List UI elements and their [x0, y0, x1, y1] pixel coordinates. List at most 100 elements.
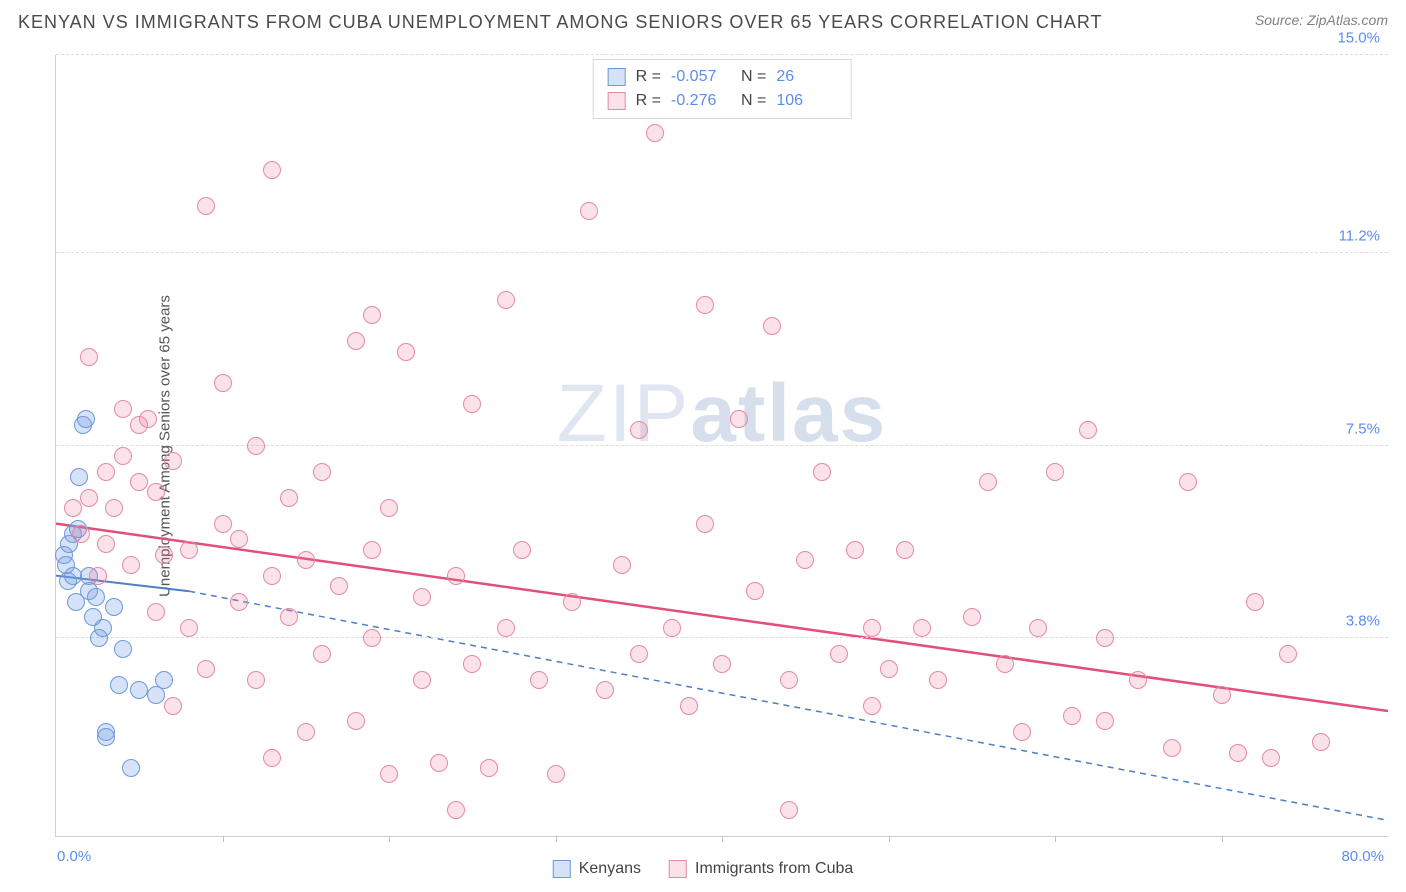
data-point — [813, 463, 831, 481]
data-point — [263, 161, 281, 179]
data-point — [397, 343, 415, 361]
data-point — [80, 348, 98, 366]
data-point — [363, 541, 381, 559]
data-point — [1013, 723, 1031, 741]
data-point — [147, 603, 165, 621]
data-point — [180, 541, 198, 559]
x-tick — [556, 836, 557, 842]
data-point — [630, 421, 648, 439]
stat-r-label: R = — [636, 89, 661, 113]
data-point — [1096, 712, 1114, 730]
stat-n-label: N = — [741, 89, 766, 113]
legend-label: Immigrants from Cuba — [695, 860, 853, 878]
data-point — [114, 447, 132, 465]
data-point — [64, 499, 82, 517]
x-tick — [722, 836, 723, 842]
data-point — [80, 489, 98, 507]
data-point — [197, 660, 215, 678]
x-axis-max: 80.0% — [1341, 848, 1384, 865]
data-point — [164, 697, 182, 715]
stat-n-label: N = — [741, 65, 766, 89]
data-point — [1096, 629, 1114, 647]
data-point — [130, 681, 148, 699]
stats-row: R =-0.276N =106 — [608, 89, 837, 113]
chart-title: KENYAN VS IMMIGRANTS FROM CUBA UNEMPLOYM… — [18, 12, 1103, 33]
data-point — [87, 588, 105, 606]
data-point — [463, 395, 481, 413]
data-point — [77, 410, 95, 428]
data-point — [780, 801, 798, 819]
data-point — [746, 582, 764, 600]
data-point — [72, 525, 90, 543]
data-point — [413, 671, 431, 689]
data-point — [863, 697, 881, 715]
data-point — [247, 671, 265, 689]
data-point — [596, 681, 614, 699]
data-point — [646, 124, 664, 142]
data-point — [863, 619, 881, 637]
data-point — [1213, 686, 1231, 704]
stat-r-label: R = — [636, 65, 661, 89]
legend-item: Immigrants from Cuba — [669, 860, 853, 878]
data-point — [70, 468, 88, 486]
data-point — [147, 686, 165, 704]
source-attribution: Source: ZipAtlas.com — [1255, 12, 1388, 28]
data-point — [1029, 619, 1047, 637]
data-point — [580, 202, 598, 220]
stat-r-value: -0.057 — [671, 65, 731, 89]
data-point — [530, 671, 548, 689]
data-point — [105, 598, 123, 616]
data-point — [413, 588, 431, 606]
data-point — [896, 541, 914, 559]
data-point — [547, 765, 565, 783]
data-point — [263, 749, 281, 767]
data-point — [796, 551, 814, 569]
data-point — [105, 499, 123, 517]
data-point — [214, 374, 232, 392]
data-point — [630, 645, 648, 663]
data-point — [613, 556, 631, 574]
data-point — [563, 593, 581, 611]
correlation-stats-box: R =-0.057N =26R =-0.276N =106 — [593, 59, 852, 119]
y-tick-label: 15.0% — [1337, 30, 1380, 47]
data-point — [929, 671, 947, 689]
data-point — [297, 551, 315, 569]
series-swatch — [608, 92, 626, 110]
gridline — [56, 637, 1388, 638]
data-point — [380, 499, 398, 517]
data-point — [780, 671, 798, 689]
data-point — [230, 593, 248, 611]
data-point — [1046, 463, 1064, 481]
data-point — [1063, 707, 1081, 725]
data-point — [122, 759, 140, 777]
data-point — [1079, 421, 1097, 439]
data-point — [663, 619, 681, 637]
x-tick — [223, 836, 224, 842]
chart-area: ZIPatlas R =-0.057N =26R =-0.276N =106 3… — [55, 55, 1388, 837]
data-point — [313, 645, 331, 663]
chart-header: KENYAN VS IMMIGRANTS FROM CUBA UNEMPLOYM… — [0, 0, 1406, 41]
data-point — [114, 400, 132, 418]
data-point — [463, 655, 481, 673]
gridline — [56, 252, 1388, 253]
data-point — [830, 645, 848, 663]
data-point — [713, 655, 731, 673]
data-point — [1179, 473, 1197, 491]
data-point — [110, 676, 128, 694]
data-point — [94, 619, 112, 637]
data-point — [313, 463, 331, 481]
data-point — [1312, 733, 1330, 751]
gridline — [56, 54, 1388, 55]
data-point — [89, 567, 107, 585]
data-point — [347, 332, 365, 350]
legend: KenyansImmigrants from Cuba — [553, 860, 854, 878]
data-point — [97, 463, 115, 481]
data-point — [430, 754, 448, 772]
data-point — [497, 291, 515, 309]
data-point — [130, 473, 148, 491]
plot-region: ZIPatlas R =-0.057N =26R =-0.276N =106 3… — [55, 55, 1388, 837]
data-point — [846, 541, 864, 559]
data-point — [1279, 645, 1297, 663]
data-point — [447, 801, 465, 819]
y-tick-label: 3.8% — [1346, 613, 1380, 630]
